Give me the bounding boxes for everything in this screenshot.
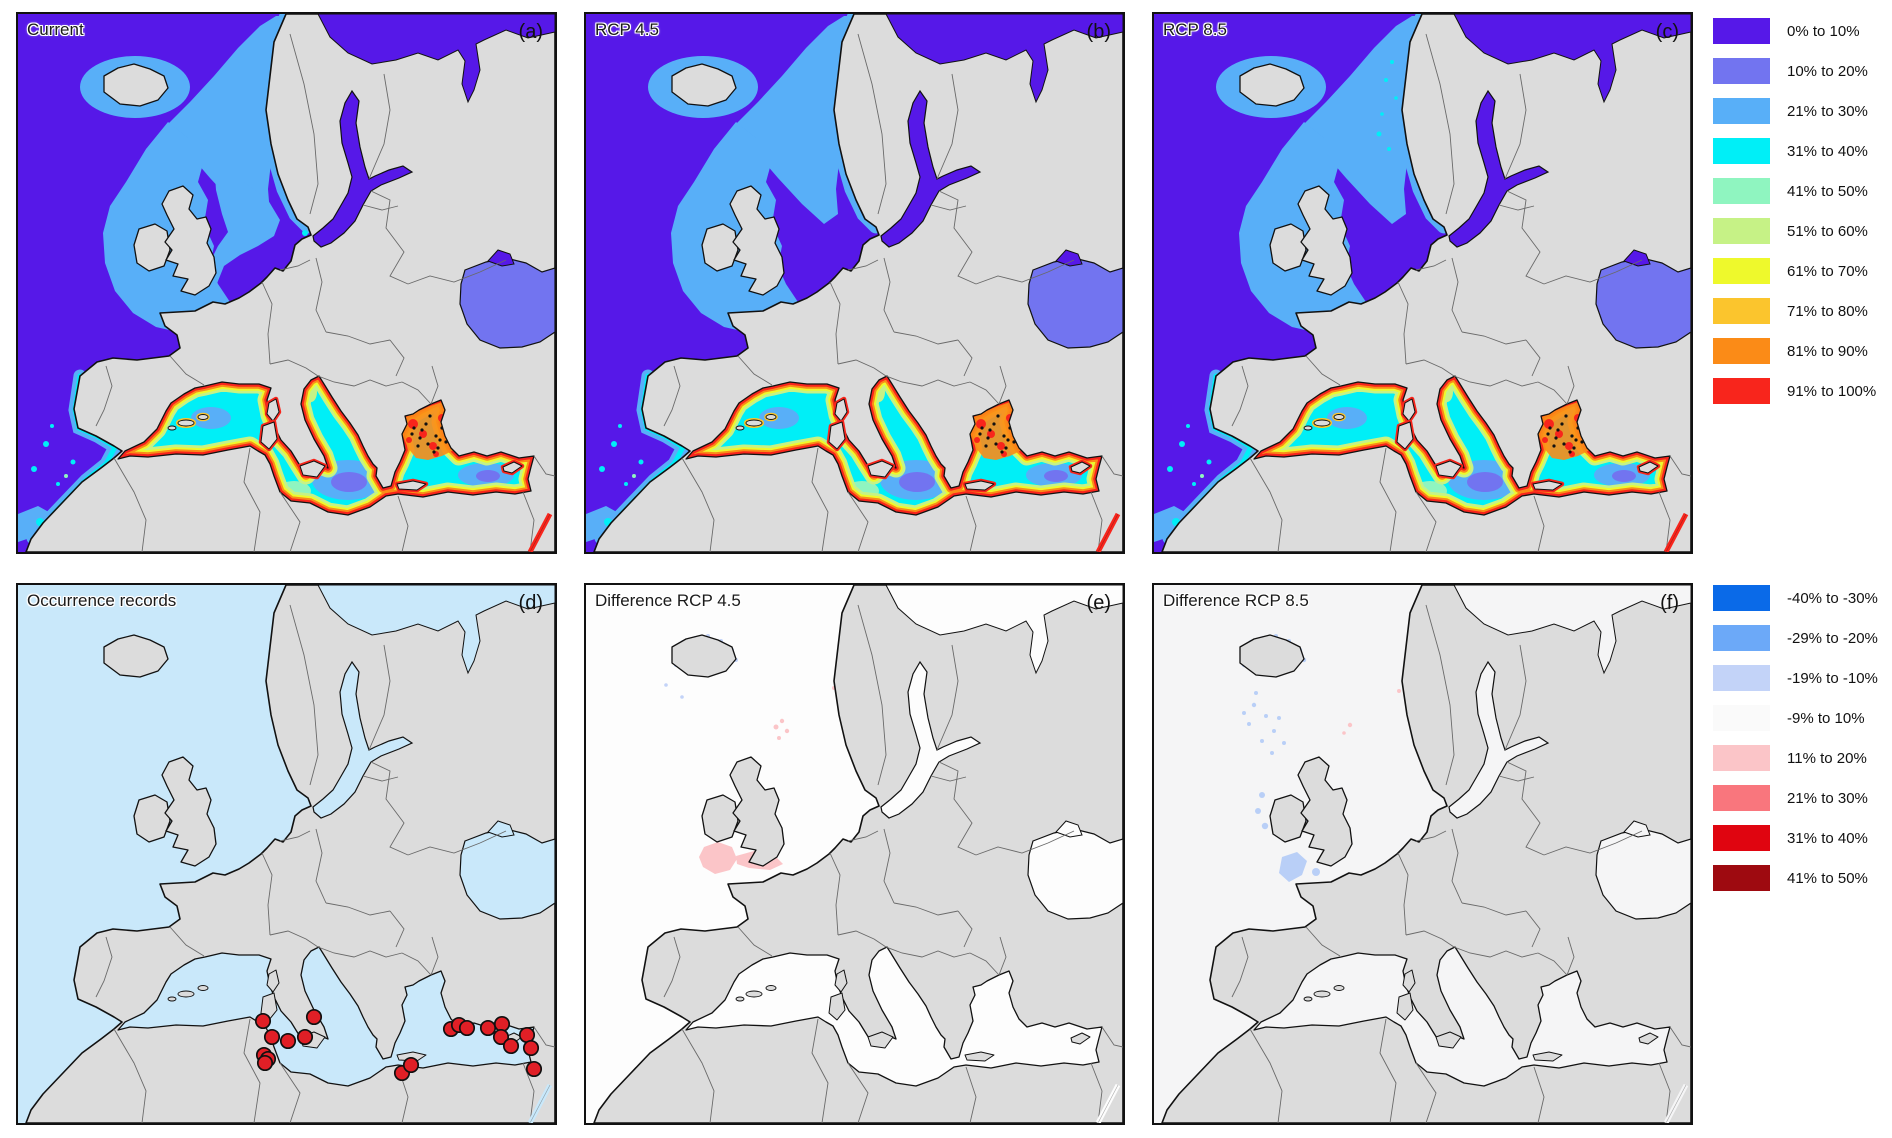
legend-swatch: [1713, 18, 1770, 44]
legend-item: 11% to 20%: [1713, 745, 1891, 771]
legend-swatch: [1713, 298, 1770, 324]
panel-letter: (f): [1660, 592, 1679, 614]
legend-swatch: [1713, 378, 1770, 404]
map-diff-rcp45: [586, 585, 1123, 1123]
legend-swatch: [1713, 98, 1770, 124]
legend-item: 41% to 50%: [1713, 178, 1891, 204]
panel-diff-rcp85: Difference RCP 8.5 (f): [1152, 583, 1693, 1125]
legend-swatch: [1713, 745, 1770, 771]
legend-item: 51% to 60%: [1713, 218, 1891, 244]
legend-swatch: [1713, 58, 1770, 84]
panel-letter: (b): [1086, 21, 1111, 43]
map-rcp85: [1154, 14, 1691, 552]
legend-label: 91% to 100%: [1787, 382, 1877, 400]
panel-rcp85: RCP 8.5 (c): [1152, 12, 1693, 554]
legend-label: 41% to 50%: [1787, 869, 1868, 887]
panel-letter: (a): [518, 21, 543, 43]
legend-item: 61% to 70%: [1713, 258, 1891, 284]
legend-label: -29% to -20%: [1787, 629, 1878, 647]
occurrence-dot: [305, 1008, 323, 1026]
legend-swatch: [1713, 865, 1770, 891]
legend-swatch: [1713, 178, 1770, 204]
panel-letter: (e): [1086, 592, 1111, 614]
occurrence-dot: [263, 1028, 281, 1046]
map-diff-rcp85: [1154, 585, 1691, 1123]
panel-current: Current (a): [16, 12, 557, 554]
legend-swatch: [1713, 218, 1770, 244]
occurrence-dot: [479, 1019, 497, 1037]
legend-swatch: [1713, 338, 1770, 364]
legend-item: 21% to 30%: [1713, 98, 1891, 124]
legend-item: 0% to 10%: [1713, 18, 1891, 44]
legend-label: 51% to 60%: [1787, 222, 1868, 240]
legend-label: 31% to 40%: [1787, 829, 1868, 847]
legend-swatch: [1713, 825, 1770, 851]
legend-label: 21% to 30%: [1787, 102, 1868, 120]
legend-item: -29% to -20%: [1713, 625, 1891, 651]
panel-occurrence: Occurrence records (d): [16, 583, 557, 1125]
legend-item: 41% to 50%: [1713, 865, 1891, 891]
panel-diff-rcp45: Difference RCP 4.5 (e): [584, 583, 1125, 1125]
map-current: [18, 14, 555, 552]
legend-item: 91% to 100%: [1713, 378, 1891, 404]
legend-label: 21% to 30%: [1787, 789, 1868, 807]
occurrence-dot: [492, 1028, 510, 1046]
occurrence-dot: [296, 1028, 314, 1046]
panel-rcp45: RCP 4.5 (b): [584, 12, 1125, 554]
legend-label: 31% to 40%: [1787, 142, 1868, 160]
occurrence-dot: [254, 1012, 272, 1030]
legend-item: -9% to 10%: [1713, 705, 1891, 731]
panel-title: Difference RCP 8.5: [1163, 591, 1309, 610]
legend-swatch: [1713, 665, 1770, 691]
legend-item: 31% to 40%: [1713, 138, 1891, 164]
legend-swatch: [1713, 138, 1770, 164]
occurrence-dot: [279, 1032, 297, 1050]
occurrence-dot: [402, 1056, 420, 1074]
legend-label: -19% to -10%: [1787, 669, 1878, 687]
legend-swatch: [1713, 258, 1770, 284]
panel-letter: (d): [518, 592, 543, 614]
panel-title: Difference RCP 4.5: [595, 591, 741, 610]
legend-label: 11% to 20%: [1787, 749, 1867, 767]
panel-letter: (c): [1655, 21, 1679, 43]
legend-label: 10% to 20%: [1787, 62, 1868, 80]
legend-difference: -40% to -30% -29% to -20% -19% to -10% -9% …: [1713, 585, 1891, 905]
legend-label: -9% to 10%: [1787, 709, 1865, 727]
legend-item: 81% to 90%: [1713, 338, 1891, 364]
legend-label: 0% to 10%: [1787, 22, 1860, 40]
legend-swatch: [1713, 785, 1770, 811]
legend-label: 81% to 90%: [1787, 342, 1868, 360]
panel-title: Current: [27, 20, 84, 39]
legend-swatch: [1713, 585, 1770, 611]
occurrence-dot: [256, 1054, 274, 1072]
legend-item: -40% to -30%: [1713, 585, 1891, 611]
map-rcp45: [586, 14, 1123, 552]
map-occurrence: [18, 585, 555, 1123]
legend-suitability: 0% to 10% 10% to 20% 21% to 30% 31% to 40% 4…: [1713, 18, 1891, 418]
legend-swatch: [1713, 705, 1770, 731]
legend-label: 41% to 50%: [1787, 182, 1868, 200]
panel-title: Occurrence records: [27, 591, 177, 610]
legend-item: 31% to 40%: [1713, 825, 1891, 851]
legend-item: 10% to 20%: [1713, 58, 1891, 84]
occurrence-dot: [525, 1060, 543, 1078]
legend-label: -40% to -30%: [1787, 589, 1878, 607]
legend-item: 71% to 80%: [1713, 298, 1891, 324]
legend-item: -19% to -10%: [1713, 665, 1891, 691]
occurrence-dot: [502, 1037, 520, 1055]
occurrence-dot: [458, 1019, 476, 1037]
panel-title: RCP 4.5: [595, 20, 659, 39]
legend-label: 61% to 70%: [1787, 262, 1868, 280]
occurrence-dot: [522, 1039, 540, 1057]
panel-title: RCP 8.5: [1163, 20, 1227, 39]
legend-item: 21% to 30%: [1713, 785, 1891, 811]
legend-swatch: [1713, 625, 1770, 651]
legend-label: 71% to 80%: [1787, 302, 1868, 320]
